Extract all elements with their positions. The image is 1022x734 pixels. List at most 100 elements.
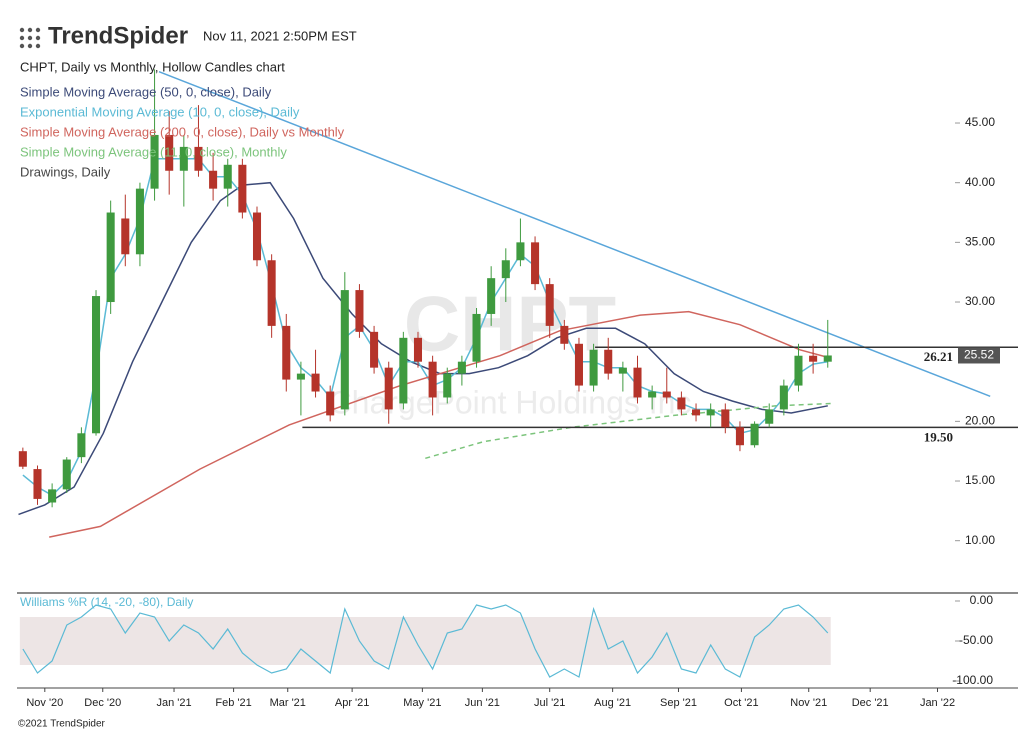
- candle-body: [706, 409, 715, 416]
- candle-body: [618, 367, 627, 374]
- indicator-tick-label: -50.00: [959, 633, 993, 647]
- last-price-label: 25.52: [964, 348, 994, 362]
- y-tick-label: 10.00: [965, 533, 995, 547]
- legend-entry: Drawings, Daily: [20, 164, 111, 179]
- candle-body: [531, 242, 540, 285]
- candle-body: [399, 337, 408, 404]
- y-tick-label: 15.00: [965, 473, 995, 487]
- logo-icon: [19, 27, 41, 49]
- y-tick-label: 45.00: [965, 115, 995, 129]
- candle-body: [677, 397, 686, 410]
- candle-body: [589, 349, 598, 386]
- candle-body: [121, 218, 130, 255]
- x-tick-label: Sep '21: [660, 697, 697, 709]
- x-tick-label: Jul '21: [534, 697, 565, 709]
- x-tick-label: Jan '21: [156, 697, 191, 709]
- candle-body: [692, 409, 701, 416]
- candle-body: [750, 423, 759, 446]
- candle-body: [413, 337, 423, 362]
- candle-body: [355, 290, 364, 332]
- x-tick-label: Apr '21: [335, 697, 370, 709]
- x-tick-label: Dec '20: [84, 697, 121, 709]
- level-label: 26.21: [924, 349, 953, 364]
- candle-body: [662, 391, 671, 398]
- candle-body: [326, 391, 335, 416]
- legend-entry: Simple Moving Average (11, 0, close), Mo…: [20, 144, 287, 159]
- candle-body: [267, 260, 276, 326]
- x-tick-label: Jan '22: [920, 697, 955, 709]
- footer: ©2021 TrendSpider: [18, 719, 106, 730]
- y-tick-label: 30.00: [965, 294, 995, 308]
- candle-body: [18, 451, 27, 467]
- legend-entry: Simple Moving Average (50, 0, close), Da…: [20, 84, 272, 99]
- chart-title: CHPT, Daily vs Monthly, Hollow Candles c…: [20, 59, 285, 74]
- candle-body: [428, 361, 437, 398]
- candle-body: [370, 331, 379, 368]
- candle-body: [62, 459, 71, 490]
- trendline: [158, 71, 991, 397]
- logo: TrendSpider: [48, 22, 188, 49]
- candle-body: [443, 373, 452, 398]
- candle-body: [765, 409, 774, 424]
- candle-body: [487, 278, 496, 314]
- williams-line: [22, 604, 829, 678]
- candle-body: [165, 134, 174, 171]
- candle-body: [106, 212, 115, 303]
- indicator-tick-label: 0.00: [970, 593, 994, 607]
- candle-body: [135, 188, 144, 255]
- candle-body: [311, 373, 320, 392]
- candle-body: [48, 489, 57, 503]
- indicator-tick-label: -100.00: [952, 673, 993, 687]
- candle-body: [384, 367, 393, 410]
- candle-body: [779, 385, 788, 410]
- legend-entry: Simple Moving Average (200, 0, close), D…: [20, 124, 345, 139]
- indicator-title: Williams %R (14, -20, -80), Daily: [20, 595, 193, 609]
- candle-body: [238, 164, 247, 213]
- x-tick-label: Feb '21: [215, 697, 251, 709]
- candle-body: [209, 170, 218, 189]
- y-tick-label: 20.00: [965, 414, 995, 428]
- candle-body: [648, 391, 657, 398]
- candle-body: [252, 212, 262, 261]
- candle-body: [150, 134, 159, 189]
- price-plot: [18, 69, 1018, 538]
- x-tick-label: Aug '21: [594, 697, 631, 709]
- candle-body: [296, 373, 305, 380]
- candle-body: [472, 313, 481, 362]
- timestamp: Nov 11, 2021 2:50PM EST: [203, 28, 357, 43]
- y-tick-label: 40.00: [965, 175, 995, 189]
- candle-body: [340, 290, 349, 410]
- candle-body: [794, 355, 803, 386]
- candle-body: [516, 242, 525, 261]
- candle-body: [574, 343, 583, 386]
- candle-body: [545, 284, 554, 326]
- candle-body: [33, 469, 42, 499]
- x-tick-label: Nov '20: [26, 697, 63, 709]
- x-tick-label: Nov '21: [790, 697, 827, 709]
- x-tick-label: May '21: [403, 697, 441, 709]
- moving-average: [49, 310, 831, 538]
- last-price-box: [958, 347, 1000, 364]
- y-tick-label: 35.00: [965, 235, 995, 249]
- candle-body: [179, 146, 188, 171]
- candle-body: [77, 433, 86, 458]
- x-tick-label: Jun '21: [465, 697, 500, 709]
- level-label: 19.50: [924, 429, 953, 444]
- watermark-symbol: CHPT: [404, 280, 616, 368]
- candle-body: [501, 260, 510, 279]
- candle-body: [633, 367, 642, 398]
- candle-body: [194, 146, 203, 171]
- candle-body: [457, 361, 466, 374]
- x-tick-label: Dec '21: [852, 697, 889, 709]
- candle-body: [735, 427, 744, 446]
- candle-body: [223, 164, 232, 189]
- candle-body: [92, 296, 101, 434]
- legend-entry: Exponential Moving Average (10, 0, close…: [20, 104, 300, 119]
- candle-body: [560, 325, 569, 344]
- candle-body: [823, 355, 832, 362]
- candle-body: [809, 355, 818, 362]
- candle-body: [721, 409, 730, 428]
- x-tick-label: Mar '21: [270, 697, 306, 709]
- candle-body: [604, 349, 613, 374]
